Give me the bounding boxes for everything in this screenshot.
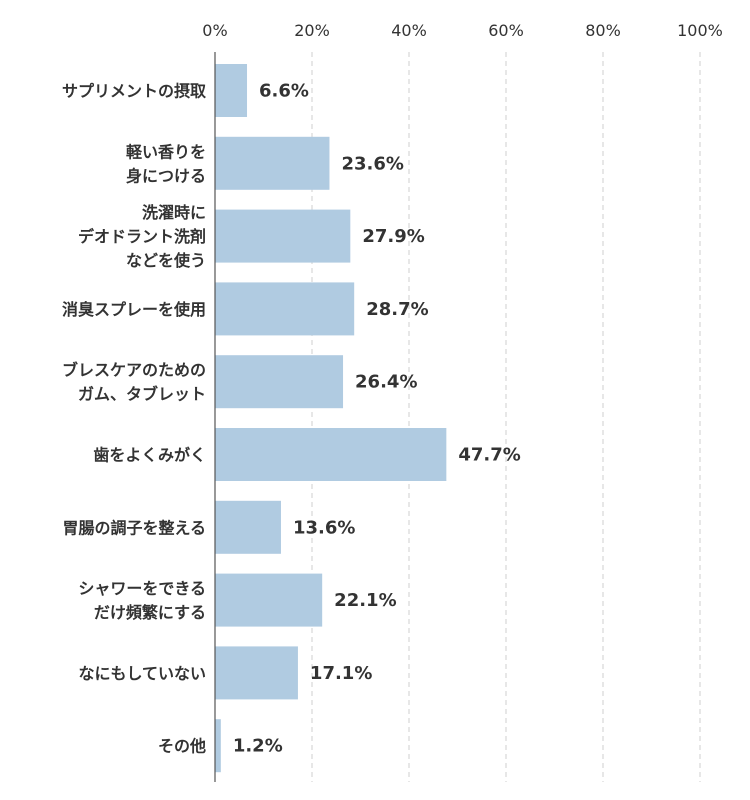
- category-label-line: などを使う: [126, 251, 206, 270]
- data-label: 13.6%: [293, 517, 355, 538]
- category-label: 胃腸の調子を整える: [62, 518, 206, 537]
- category-label: その他: [158, 737, 206, 756]
- bar: [215, 500, 281, 554]
- bar: [215, 573, 323, 627]
- data-label: 17.1%: [310, 663, 372, 684]
- category-label-line: その他: [158, 737, 206, 756]
- data-label: 22.1%: [334, 590, 396, 611]
- x-tick-label: 80%: [585, 21, 621, 40]
- category-label-line: なにもしていない: [78, 664, 206, 683]
- bar: [215, 209, 351, 263]
- category-label: シャワーをできるだけ頻繁にする: [78, 579, 206, 622]
- category-label-line: 消臭スプレーを使用: [62, 300, 206, 319]
- x-tick-label: 60%: [488, 21, 524, 40]
- category-label: ブレスケアのためのガム、タブレット: [62, 361, 206, 404]
- category-label-line: 洗濯時に: [142, 203, 206, 222]
- bar: [215, 355, 344, 409]
- bar: [215, 646, 298, 700]
- category-label-line: だけ頻繁にする: [94, 603, 206, 622]
- data-label: 27.9%: [362, 226, 424, 247]
- category-label: 軽い香りを身につける: [126, 142, 206, 185]
- data-label: 6.6%: [259, 81, 309, 102]
- bar: [215, 64, 248, 117]
- category-label-line: 軽い香りを: [126, 142, 206, 161]
- x-tick-label: 0%: [202, 21, 227, 40]
- bar: [215, 428, 447, 481]
- category-label: 消臭スプレーを使用: [62, 300, 206, 319]
- data-label: 28.7%: [366, 299, 428, 320]
- category-label-line: シャワーをできる: [78, 579, 206, 598]
- category-label-line: 胃腸の調子を整える: [62, 518, 206, 537]
- category-label: なにもしていない: [78, 664, 206, 683]
- category-label-line: デオドラント洗剤: [78, 227, 206, 246]
- category-label-line: ガム、タブレット: [78, 385, 206, 404]
- bar: [215, 719, 221, 773]
- data-label: 47.7%: [458, 445, 520, 466]
- category-label: 洗濯時にデオドラント洗剤などを使う: [78, 203, 206, 270]
- category-label-line: ブレスケアのための: [62, 361, 206, 380]
- bar: [215, 136, 330, 190]
- bar: [215, 282, 355, 336]
- x-tick-label: 40%: [391, 21, 427, 40]
- x-tick-label: 20%: [294, 21, 330, 40]
- x-tick-label: 100%: [677, 21, 723, 40]
- category-label: サプリメントの摂取: [62, 82, 206, 101]
- category-label-line: サプリメントの摂取: [62, 82, 206, 101]
- data-label: 23.6%: [341, 153, 403, 174]
- category-label: 歯をよくみがく: [93, 446, 206, 465]
- data-label: 1.2%: [233, 736, 283, 757]
- category-label-line: 身につける: [126, 166, 206, 185]
- category-label-line: 歯をよくみがく: [93, 446, 206, 465]
- data-label: 26.4%: [355, 372, 417, 393]
